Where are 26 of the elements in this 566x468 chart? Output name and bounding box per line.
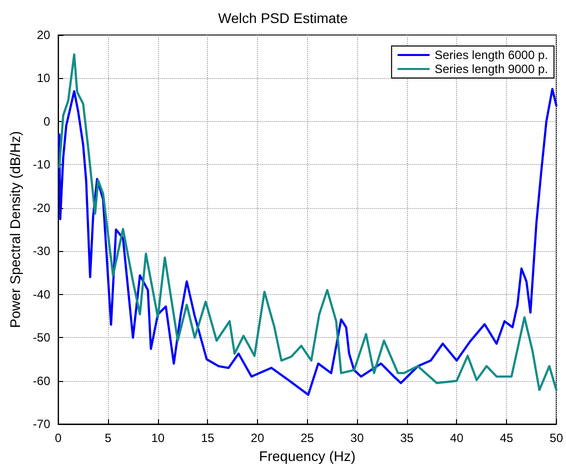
y-tick-label: 20 xyxy=(36,28,51,42)
y-tick-label: 0 xyxy=(44,114,51,128)
x-tick-label: 5 xyxy=(104,431,112,446)
x-tick-label: 35 xyxy=(400,431,414,446)
y-tick-label: 10 xyxy=(36,71,51,86)
x-tick-label: 45 xyxy=(500,431,514,446)
x-tick-label: 30 xyxy=(350,431,364,446)
y-tick-label: -30 xyxy=(32,244,51,258)
x-tick-label: 15 xyxy=(200,431,215,446)
y-tick-label: -60 xyxy=(32,374,51,388)
legend-label: Series length 9000 p. xyxy=(434,62,548,76)
y-tick-label: -20 xyxy=(32,200,51,215)
x-tick-label: 10 xyxy=(151,431,165,446)
x-tick-label: 20 xyxy=(250,431,264,446)
x-tick-label: 50 xyxy=(550,431,564,446)
x-tick-label: 25 xyxy=(300,431,314,446)
y-tick-label: -40 xyxy=(32,287,51,302)
y-tick-label: -10 xyxy=(32,158,51,172)
y-tick-label: -70 xyxy=(32,417,51,432)
x-tick-label: 0 xyxy=(54,431,62,446)
chart-title: Welch PSD Estimate xyxy=(218,10,348,26)
y-axis-title: Power Spectral Density (dB/Hz) xyxy=(7,131,23,328)
y-tick-label: -50 xyxy=(32,330,51,345)
x-axis-title: Frequency (Hz) xyxy=(259,448,356,464)
x-tick-label: 40 xyxy=(450,431,464,446)
legend-label: Series length 6000 p. xyxy=(434,48,548,62)
